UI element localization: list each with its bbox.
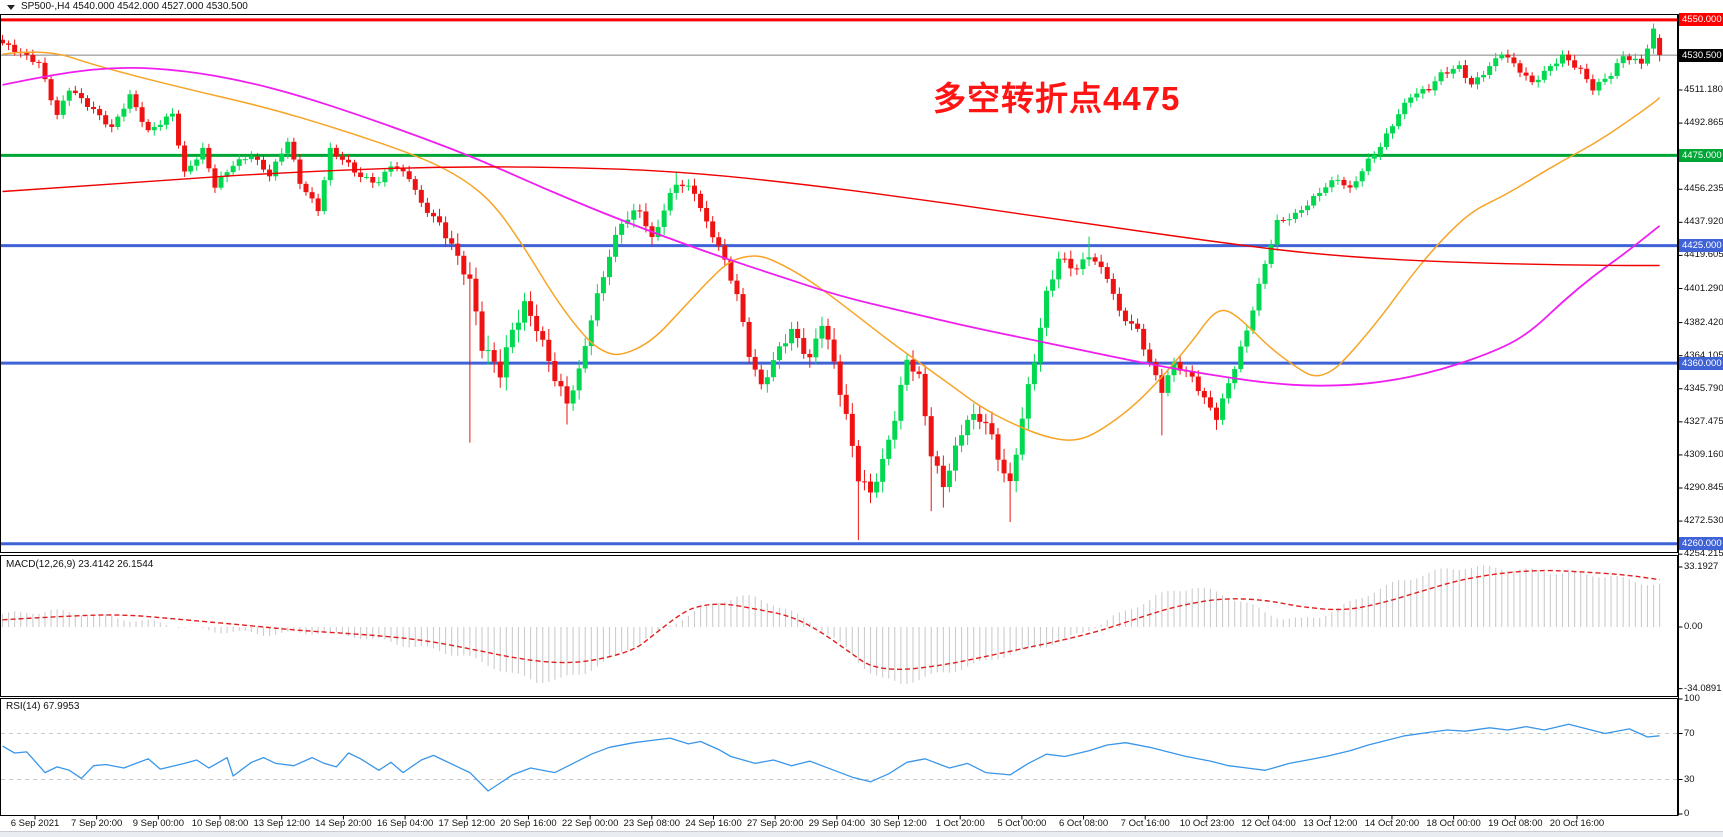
price-axis-label: 4511.180 xyxy=(1684,84,1723,95)
time-axis-label: 6 Sep 2021 xyxy=(10,818,60,829)
time-axis-label: 24 Sep 16:00 xyxy=(685,818,742,829)
macd-axis-label: 0.00 xyxy=(1684,621,1703,632)
price-axis-label: 4456.235 xyxy=(1684,183,1723,195)
time-axis-label: 27 Sep 20:00 xyxy=(746,818,804,829)
chart-annotation-text: 多空转折点4475 xyxy=(933,80,1181,117)
price-axis-label: 4382.420 xyxy=(1684,316,1723,328)
macd-axis-label: 33.1927 xyxy=(1684,560,1719,572)
time-axis-label: 5 Oct 00:00 xyxy=(997,818,1047,829)
macd-panel-label: MACD(12,26,9) 23.4142 26.1544 xyxy=(6,559,154,570)
time-axis-label: 1 Oct 20:00 xyxy=(935,818,985,829)
macd-histogram xyxy=(1,565,1661,684)
window-bottom-strip xyxy=(0,831,1723,837)
rsi-axis-label: 70 xyxy=(1684,727,1695,739)
price-axis-label: 4272.530 xyxy=(1684,515,1723,527)
time-axis-label: 29 Sep 04:00 xyxy=(808,818,866,829)
macd-signal-line xyxy=(2,569,1660,671)
symbol-dropdown-triangle-icon[interactable] xyxy=(7,5,15,10)
time-axis-label: 17 Sep 12:00 xyxy=(438,818,496,829)
time-axis-label: 18 Oct 00:00 xyxy=(1426,818,1481,829)
time-axis-label: 16 Sep 04:00 xyxy=(376,818,434,829)
price-axis-label: 4492.865 xyxy=(1684,117,1723,129)
axis-ticks xyxy=(34,89,1683,820)
ma-medium-magenta xyxy=(2,66,1661,387)
current-price-badge: 4530.500 xyxy=(1679,48,1723,62)
macd-axis-label: -34.0891 xyxy=(1684,682,1722,694)
price-badge-4475.000: 4475.000 xyxy=(1679,148,1723,162)
price-badge-4425.000: 4425.000 xyxy=(1679,239,1723,253)
candlesticks xyxy=(1,23,1663,541)
price-axis-label: 4437.920 xyxy=(1684,216,1723,228)
time-axis-label: 30 Sep 12:00 xyxy=(870,818,927,829)
price-badge-4360.000: 4360.000 xyxy=(1679,356,1723,370)
time-axis-label: 19 Oct 08:00 xyxy=(1488,818,1543,829)
rsi-line xyxy=(2,723,1660,792)
time-axis-label: 10 Sep 08:00 xyxy=(191,818,249,829)
chart-title-ohlc: SP500-,H4 4540.000 4542.000 4527.000 453… xyxy=(21,1,248,12)
horizontal-levels xyxy=(1,18,1677,546)
time-axis-label: 20 Oct 16:00 xyxy=(1549,818,1605,829)
time-axis-label: 10 Oct 23:00 xyxy=(1179,818,1235,829)
rsi-panel-label: RSI(14) 67.9953 xyxy=(6,701,80,712)
price-axis-label: 4327.475 xyxy=(1684,415,1723,427)
price-badge-4550.000: 4550.000 xyxy=(1679,13,1723,27)
price-badge-4260.000: 4260.000 xyxy=(1679,537,1723,551)
price-axis-label: 4254.215 xyxy=(1684,548,1723,560)
rsi-axis-label: 30 xyxy=(1684,773,1695,785)
time-axis-label: 22 Sep 00:00 xyxy=(561,818,619,829)
price-axis-label: 4419.605 xyxy=(1684,249,1723,261)
price-axis-label: 4345.790 xyxy=(1684,382,1723,394)
price-axis-label: 4364.105 xyxy=(1684,349,1723,361)
ma-fast-orange xyxy=(2,51,1661,441)
time-axis-label: 23 Sep 08:00 xyxy=(623,818,681,829)
time-axis-label: 12 Oct 04:00 xyxy=(1241,818,1296,829)
price-axis-label: 4401.290 xyxy=(1684,282,1723,294)
rsi-axis-label: 0 xyxy=(1684,808,1690,819)
time-axis-label: 7 Oct 16:00 xyxy=(1120,818,1170,829)
price-axis-label: 4290.845 xyxy=(1684,482,1723,493)
price-axis-label: 4309.160 xyxy=(1684,448,1723,460)
time-axis-label: 20 Sep 16:00 xyxy=(500,818,557,829)
chart-title-bar: SP500-,H4 4540.000 4542.000 4527.000 453… xyxy=(0,0,1677,14)
ma-slow-red xyxy=(2,166,1660,267)
panel-borders xyxy=(0,14,1679,816)
time-axis-label: 13 Sep 12:00 xyxy=(253,818,310,829)
time-axis-label: 14 Sep 20:00 xyxy=(315,818,372,829)
time-axis-label: 7 Sep 20:00 xyxy=(71,818,123,829)
time-axis-label: 13 Oct 12:00 xyxy=(1303,818,1358,829)
rsi-axis-label: 100 xyxy=(1684,693,1700,704)
time-axis-label: 6 Oct 08:00 xyxy=(1058,818,1109,829)
time-axis-label: 14 Oct 20:00 xyxy=(1364,818,1420,829)
time-axis-label: 9 Sep 00:00 xyxy=(132,818,184,829)
